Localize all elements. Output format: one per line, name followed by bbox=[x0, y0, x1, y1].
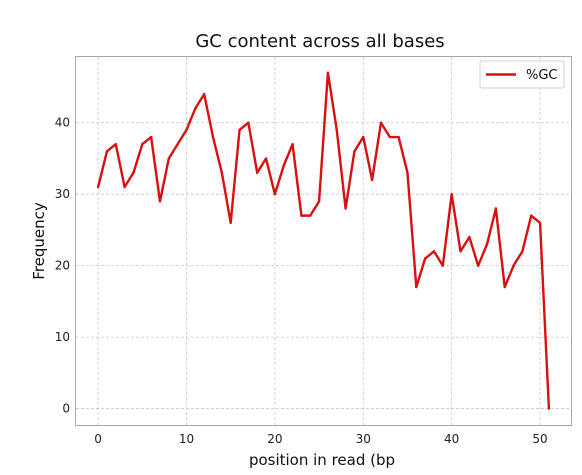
data-point bbox=[379, 121, 383, 124]
x-tick-label: 50 bbox=[532, 432, 547, 446]
data-point bbox=[326, 71, 330, 74]
data-point bbox=[317, 200, 321, 203]
data-point bbox=[450, 193, 453, 196]
data-point bbox=[132, 171, 135, 174]
data-point bbox=[105, 150, 109, 153]
data-point bbox=[503, 285, 506, 289]
data-point bbox=[291, 142, 294, 146]
data-point bbox=[96, 185, 100, 189]
data-point bbox=[123, 185, 126, 189]
data-point bbox=[149, 135, 153, 139]
data-point bbox=[521, 250, 524, 253]
data-point bbox=[264, 157, 268, 160]
data-point bbox=[185, 128, 188, 132]
data-point bbox=[309, 214, 312, 217]
x-axis-label: position in read (bp bbox=[249, 451, 395, 469]
data-point bbox=[211, 135, 215, 139]
data-point bbox=[202, 92, 206, 96]
data-point bbox=[370, 178, 374, 182]
data-point bbox=[362, 135, 365, 139]
data-point bbox=[538, 221, 542, 224]
data-point bbox=[432, 250, 436, 253]
data-point bbox=[547, 407, 551, 410]
data-point bbox=[335, 128, 338, 132]
data-point bbox=[441, 264, 445, 267]
plot-frame bbox=[75, 56, 572, 426]
data-point bbox=[158, 200, 162, 203]
data-point bbox=[423, 257, 427, 260]
x-tick-label: 40 bbox=[444, 432, 459, 446]
data-point bbox=[282, 164, 285, 167]
series-layer bbox=[96, 71, 551, 410]
legend-label: %GC bbox=[526, 68, 558, 83]
grid bbox=[76, 57, 571, 425]
data-point bbox=[485, 243, 489, 246]
data-point bbox=[176, 142, 179, 146]
data-point bbox=[256, 171, 259, 174]
data-point bbox=[406, 171, 409, 174]
data-point bbox=[273, 193, 277, 196]
data-point bbox=[229, 221, 232, 224]
data-point bbox=[194, 107, 197, 110]
data-point bbox=[167, 157, 171, 160]
y-tick-label: 40 bbox=[55, 116, 70, 130]
data-point bbox=[512, 264, 515, 267]
y-tick-label: 30 bbox=[55, 187, 70, 201]
data-point bbox=[300, 214, 303, 217]
data-point bbox=[530, 214, 533, 217]
y-tick-label: 0 bbox=[62, 402, 70, 416]
x-tick-label: 10 bbox=[179, 432, 194, 446]
chart-title: GC content across all bases bbox=[195, 31, 444, 52]
y-tick-label: 10 bbox=[55, 330, 70, 344]
data-point bbox=[247, 121, 250, 124]
data-point bbox=[353, 150, 356, 153]
data-point bbox=[415, 285, 418, 289]
series-line-gc bbox=[96, 71, 551, 409]
legend-box bbox=[479, 60, 565, 89]
x-tick-label: 0 bbox=[94, 432, 102, 446]
y-axis-label: Frequency bbox=[30, 202, 48, 280]
data-point bbox=[141, 142, 144, 146]
legend: %GC bbox=[479, 60, 565, 89]
data-point bbox=[114, 142, 117, 146]
data-point bbox=[494, 207, 498, 210]
data-point bbox=[476, 264, 480, 267]
data-point bbox=[344, 207, 347, 210]
data-point bbox=[459, 250, 462, 253]
y-tick-label: 20 bbox=[55, 259, 70, 273]
data-point bbox=[220, 171, 224, 174]
data-point bbox=[388, 135, 391, 139]
x-tick-label: 30 bbox=[356, 432, 371, 446]
data-point bbox=[238, 128, 241, 132]
x-tick-label: 20 bbox=[267, 432, 282, 446]
data-point bbox=[397, 135, 400, 139]
tick-labels: 0 10 20 30 40 50 0 10 20 30 40 bbox=[55, 116, 548, 446]
data-point bbox=[468, 235, 471, 239]
